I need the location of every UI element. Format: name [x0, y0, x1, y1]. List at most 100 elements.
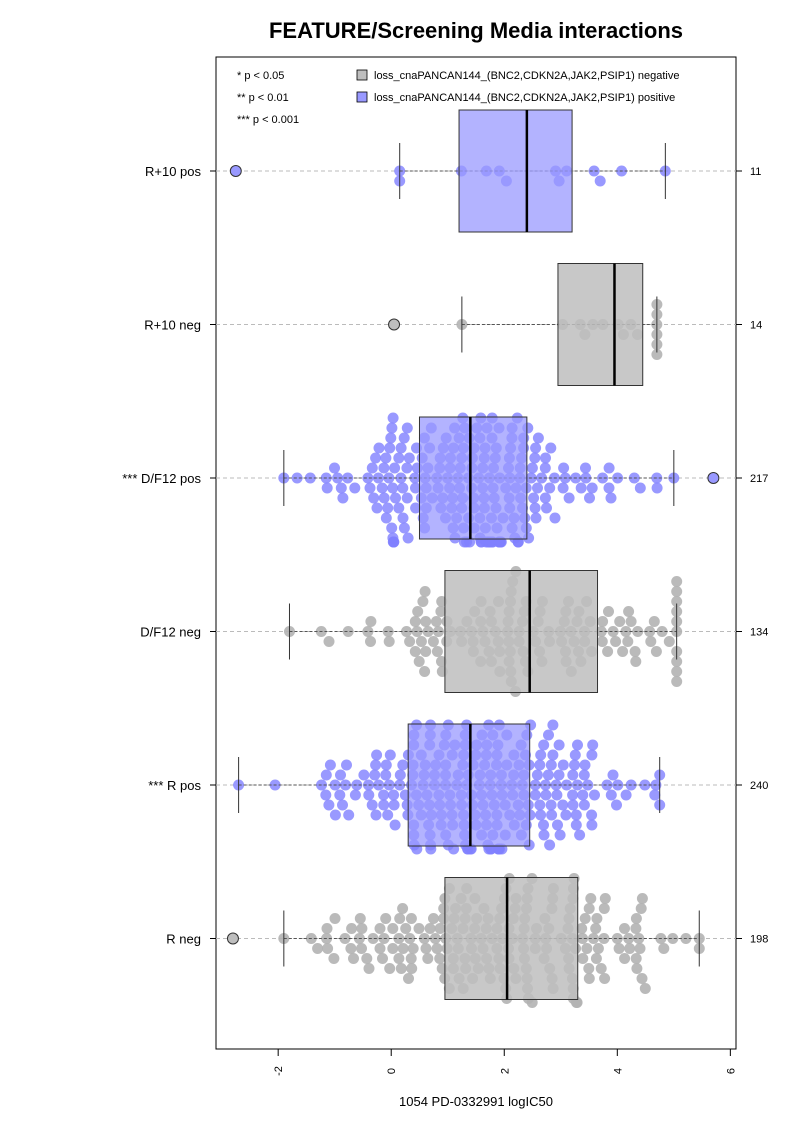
data-point	[387, 943, 399, 954]
data-point	[557, 799, 569, 811]
data-point	[380, 913, 392, 924]
data-point	[435, 606, 447, 617]
data-point	[569, 759, 580, 771]
box	[444, 570, 599, 693]
data-point	[428, 913, 439, 924]
data-point	[420, 646, 432, 657]
data-point	[373, 442, 385, 454]
data-point	[569, 749, 581, 761]
data-point	[343, 809, 355, 821]
data-point	[329, 913, 341, 924]
data-point	[582, 779, 594, 791]
box	[557, 263, 644, 386]
group-count: 198	[750, 934, 768, 946]
data-point	[580, 462, 591, 474]
data-point	[534, 759, 546, 771]
data-point	[329, 809, 341, 821]
data-point	[612, 779, 624, 791]
data-point	[545, 799, 557, 811]
data-point	[409, 646, 421, 657]
data-point	[651, 482, 663, 494]
data-point	[406, 963, 418, 974]
data-point	[617, 646, 629, 657]
data-point	[401, 462, 413, 474]
data-point	[671, 596, 683, 607]
outlier-point	[229, 165, 242, 177]
data-point	[671, 666, 683, 677]
data-point	[557, 482, 569, 494]
data-point	[601, 779, 613, 791]
data-point	[540, 789, 552, 801]
data-point	[323, 799, 335, 811]
group-counts: 11 14 217 134 240 198	[736, 166, 768, 946]
group-count: 11	[750, 166, 761, 178]
data-point	[397, 482, 409, 494]
x-axis-label: 1054 PD-0332991 logIC50	[399, 1094, 553, 1109]
data-point	[634, 482, 646, 494]
data-point	[372, 472, 384, 484]
data-point	[430, 616, 442, 627]
data-point	[571, 779, 583, 791]
data-point	[403, 452, 415, 464]
data-point	[558, 462, 570, 474]
data-point	[394, 913, 406, 924]
data-point	[597, 616, 609, 627]
data-point	[404, 636, 416, 647]
data-point	[410, 482, 421, 494]
group-label: *** R pos	[148, 778, 201, 793]
data-point	[586, 819, 598, 831]
data-point	[419, 586, 431, 597]
data-point	[603, 462, 615, 474]
data-point	[535, 749, 547, 761]
data-point	[529, 502, 541, 514]
data-point	[530, 512, 542, 524]
data-point	[415, 636, 427, 647]
data-point	[329, 462, 340, 474]
data-point	[382, 626, 394, 637]
data-point	[625, 616, 637, 627]
box	[407, 723, 531, 847]
data-point	[328, 953, 340, 964]
legend-sig-3: *** p < 0.001	[237, 114, 299, 126]
data-point	[389, 462, 401, 474]
data-point	[539, 462, 551, 474]
data-point	[645, 636, 657, 647]
data-point	[370, 452, 382, 464]
outlier-point	[388, 318, 401, 331]
legend-sig-1: * p < 0.05	[237, 70, 284, 82]
data-point	[553, 739, 565, 751]
data-point	[583, 973, 595, 984]
legend-swatch-positive	[356, 91, 368, 103]
data-point	[658, 943, 670, 954]
data-point	[605, 789, 617, 801]
data-point	[386, 422, 398, 434]
data-point	[583, 963, 595, 974]
data-point	[557, 759, 569, 771]
data-point	[363, 963, 375, 974]
data-point	[529, 789, 541, 801]
data-point	[535, 809, 547, 821]
data-point	[636, 893, 648, 904]
box-plots	[226, 109, 720, 1000]
data-point	[337, 799, 348, 811]
data-point	[380, 769, 392, 781]
data-point	[599, 973, 611, 984]
data-point	[630, 923, 642, 934]
data-point	[393, 502, 405, 514]
data-point	[424, 923, 436, 934]
data-point	[349, 482, 361, 494]
data-point	[384, 442, 396, 454]
data-point	[589, 789, 600, 801]
data-point	[422, 626, 434, 637]
data-point	[323, 636, 335, 647]
data-point	[365, 616, 377, 627]
data-point	[623, 606, 635, 617]
data-point	[613, 943, 625, 954]
data-point	[590, 923, 602, 934]
data-point	[577, 933, 589, 944]
data-point	[369, 769, 381, 781]
data-point	[386, 522, 398, 534]
data-point	[591, 913, 603, 924]
data-point	[388, 536, 400, 548]
data-point	[420, 616, 432, 627]
